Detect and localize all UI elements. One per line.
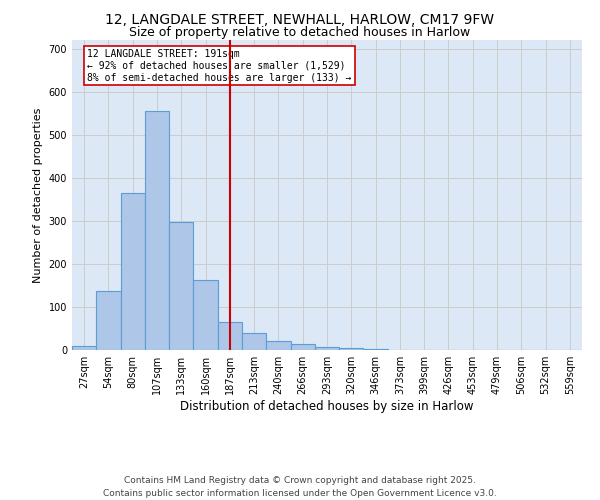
Y-axis label: Number of detached properties: Number of detached properties [33, 108, 43, 282]
Text: Size of property relative to detached houses in Harlow: Size of property relative to detached ho… [130, 26, 470, 39]
Bar [169, 222, 193, 350]
Bar [218, 322, 242, 350]
Text: 12 LANGDALE STREET: 191sqm
← 92% of detached houses are smaller (1,529)
8% of se: 12 LANGDALE STREET: 191sqm ← 92% of deta… [88, 50, 352, 82]
Bar [193, 280, 218, 350]
Bar [339, 348, 364, 350]
X-axis label: Distribution of detached houses by size in Harlow: Distribution of detached houses by size … [180, 400, 474, 413]
Bar [242, 333, 266, 350]
Bar [315, 346, 339, 350]
Bar [145, 111, 169, 350]
Bar [121, 193, 145, 350]
Bar [72, 346, 96, 350]
Bar [266, 340, 290, 350]
Bar [96, 292, 121, 350]
Text: Contains HM Land Registry data © Crown copyright and database right 2025.
Contai: Contains HM Land Registry data © Crown c… [103, 476, 497, 498]
Text: 12, LANGDALE STREET, NEWHALL, HARLOW, CM17 9FW: 12, LANGDALE STREET, NEWHALL, HARLOW, CM… [106, 12, 494, 26]
Bar [364, 349, 388, 350]
Bar [290, 344, 315, 350]
